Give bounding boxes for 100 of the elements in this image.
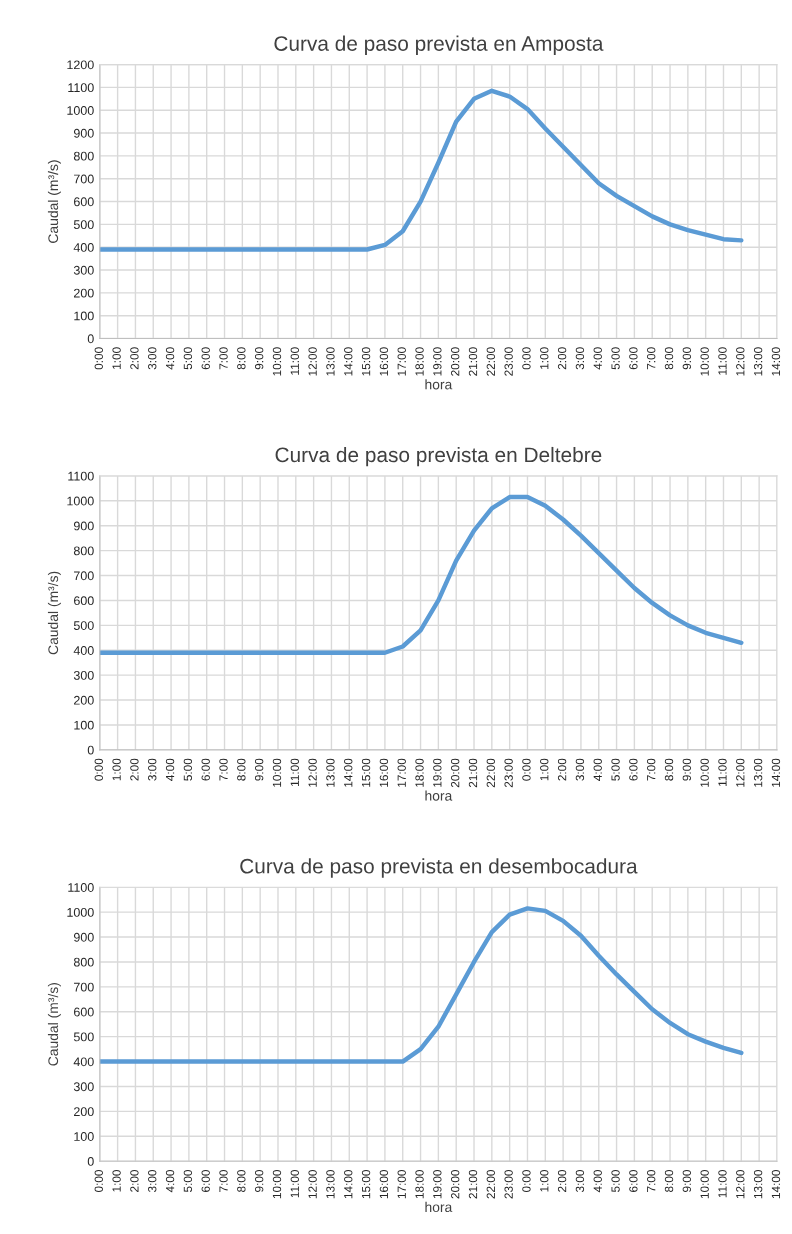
x-tick-label: 5:00: [611, 347, 620, 370]
x-tick-label: 3:00: [575, 347, 585, 370]
x-tick-label: 9:00: [254, 758, 264, 781]
x-tick-label: 6:00: [201, 1169, 210, 1192]
x-tick-label: 2:00: [130, 758, 139, 781]
line-series: [99, 906, 744, 1064]
y-tick-label: 1000: [67, 496, 94, 506]
x-tick-label: 2:00: [557, 758, 567, 781]
y-tick-label: 500: [73, 1032, 94, 1042]
y-tick-label: 1000: [67, 907, 94, 917]
y-tick-label: 700: [74, 571, 94, 581]
x-tick-label: 15:00: [361, 347, 371, 376]
x-tick-label: 0:00: [94, 1169, 103, 1193]
x-tick-label: 8:00: [237, 347, 246, 370]
y-tick-label: 100: [74, 720, 94, 730]
x-tick-label: 4:00: [593, 758, 602, 781]
x-tick-label: 7:00: [219, 758, 228, 781]
x-tick-label: 7:00: [647, 758, 656, 781]
x-tick-label: 19:00: [433, 1169, 442, 1199]
x-tick-label: 20:00: [451, 347, 460, 376]
x-tick-label: 14:00: [771, 758, 781, 787]
x-tick-label: 1:00: [540, 1169, 549, 1192]
x-tick-label: 3:00: [575, 758, 585, 781]
x-tick-label: 1:00: [112, 1169, 121, 1192]
x-tick-label: 3:00: [148, 1169, 157, 1193]
x-tick-label: 8:00: [664, 1169, 674, 1192]
x-tick-label: 10:00: [700, 347, 709, 376]
x-tick-label: 13:00: [753, 1169, 763, 1199]
y-tick-label: 500: [73, 220, 94, 230]
x-tick-label: 12:00: [308, 1169, 317, 1199]
x-tick-label: 23:00: [504, 1169, 513, 1199]
x-tick-label: 16:00: [379, 758, 389, 787]
y-tick-label: 800: [73, 151, 94, 161]
y-tick-label: 0: [87, 334, 94, 344]
x-tick-label: 10:00: [272, 1169, 282, 1199]
y-tick-label: 1100: [68, 883, 94, 892]
x-tick-label: 12:00: [308, 347, 317, 376]
x-tick-label: 13:00: [326, 347, 335, 376]
y-tick-label: 900: [73, 521, 94, 531]
x-tick-label: 12:00: [736, 758, 745, 787]
x-tick-label: 7:00: [219, 1169, 228, 1192]
x-tick-label: 0:00: [522, 347, 531, 370]
y-tick-label: 200: [74, 695, 94, 705]
x-tick-label: 0:00: [522, 758, 531, 781]
x-tick-label: 6:00: [201, 347, 210, 370]
y-tick-label: 900: [73, 128, 94, 138]
y-tick-label: 100: [74, 1132, 94, 1141]
x-tick-label: 5:00: [183, 347, 193, 370]
x-tick-label: 4:00: [165, 758, 175, 781]
y-tick-label: 0: [87, 1156, 94, 1166]
x-tick-label: 3:00: [148, 758, 157, 781]
y-tick-label: 600: [74, 596, 94, 606]
x-tick-label: 11:00: [290, 758, 299, 786]
x-tick-label: 8:00: [237, 758, 246, 781]
x-axis-title: hora: [425, 1201, 453, 1213]
x-tick-label: 8:00: [664, 347, 674, 370]
x-tick-label: 9:00: [254, 347, 264, 370]
x-tick-label: 6:00: [201, 758, 210, 781]
y-tick-label: 300: [73, 1082, 94, 1092]
x-tick-label: 6:00: [629, 347, 638, 370]
y-tick-label: 400: [73, 1057, 94, 1067]
y-tick-label: 400: [73, 243, 94, 252]
y-tick-label: 300: [73, 265, 94, 275]
x-tick-label: 10:00: [272, 347, 282, 376]
x-tick-label: 7:00: [647, 347, 656, 370]
x-tick-label: 21:00: [468, 1169, 478, 1199]
x-tick-label: 22:00: [486, 347, 495, 376]
y-tick-label: 100: [74, 311, 94, 321]
x-tick-label: 9:00: [254, 1169, 264, 1192]
x-tick-label: 11:00: [718, 347, 727, 375]
x-tick-label: 7:00: [647, 1169, 656, 1192]
x-tick-label: 10:00: [700, 1169, 709, 1199]
x-tick-label: 6:00: [629, 758, 638, 781]
x-tick-label: 10:00: [272, 758, 282, 787]
x-tick-label: 21:00: [468, 347, 478, 376]
x-tick-label: 13:00: [326, 1169, 335, 1199]
x-tick-label: 18:00: [415, 1169, 424, 1199]
x-tick-label: 22:00: [486, 1169, 495, 1199]
x-tick-label: 1:00: [540, 347, 549, 369]
x-tick-label: 9:00: [682, 758, 692, 781]
x-tick-label: 17:00: [397, 1169, 406, 1199]
y-tick-label: 1000: [67, 106, 94, 115]
x-tick-label: 17:00: [397, 758, 406, 787]
x-tick-label: 4:00: [593, 347, 602, 370]
x-tick-label: 19:00: [433, 347, 442, 376]
x-tick-label: 12:00: [736, 1169, 745, 1199]
y-tick-label: 1100: [68, 83, 94, 93]
y-tick-label: 1100: [68, 471, 94, 481]
x-tick-label: 18:00: [415, 347, 424, 376]
x-axis-title: hora: [425, 379, 453, 390]
y-tick-label: 200: [74, 1107, 94, 1117]
x-tick-label: 8:00: [664, 758, 674, 781]
x-tick-label: 6:00: [629, 1169, 638, 1192]
x-tick-label: 16:00: [379, 347, 389, 376]
x-tick-label: 10:00: [700, 758, 709, 787]
x-tick-label: 0:00: [94, 347, 103, 370]
y-axis-title: Caudal (m³/s): [47, 983, 61, 1066]
x-tick-label: 5:00: [611, 758, 620, 781]
x-tick-label: 14:00: [344, 1169, 353, 1199]
y-tick-label: 400: [73, 646, 94, 655]
